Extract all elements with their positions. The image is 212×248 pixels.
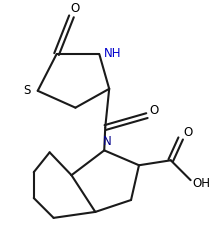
Text: N: N: [103, 135, 112, 148]
Text: O: O: [183, 126, 192, 139]
Text: O: O: [71, 2, 80, 15]
Text: S: S: [23, 84, 31, 97]
Text: O: O: [149, 104, 159, 117]
Text: OH: OH: [192, 177, 211, 190]
Text: NH: NH: [103, 47, 121, 60]
